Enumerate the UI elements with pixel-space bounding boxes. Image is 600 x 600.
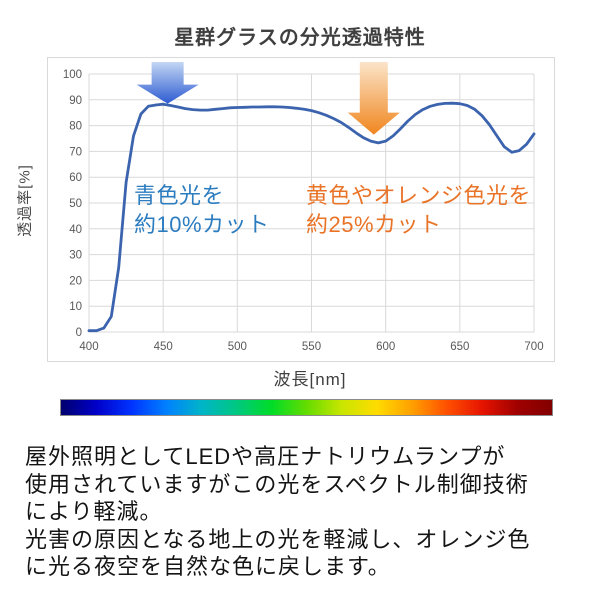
description-line: 光害の原因となる地上の光を軽減し、オレンジ色 [25,526,531,552]
description-line: により軽減。 [25,499,163,524]
description-line: 屋外照明としてLEDや高圧ナトリウムランプが [25,444,506,469]
description-line: に光る夜空を自然な色に戻します。 [25,554,391,579]
svg-text:400: 400 [79,341,98,353]
svg-text:500: 500 [228,341,247,353]
description-text: 屋外照明としてLEDや高圧ナトリウムランプが 使用されていますがこの光をスペクトル… [25,443,585,581]
annotation-line: 約25%カット [306,212,442,237]
svg-text:100: 100 [63,69,82,81]
transmittance-line-chart: 0 10 20 30 40 50 60 70 80 90 100 400 450 500 550 600 650… [63,62,544,353]
x-axis-title: 波長[nm] [273,370,347,389]
annotation-line: 黄色やオレンジ色光を [306,183,532,208]
visible-spectrum-bar [60,399,553,416]
description-line: 使用されていますがこの光をスペクトル制御技術 [25,471,529,497]
svg-text:20: 20 [69,275,82,287]
line-chart-area: 0 10 20 30 40 50 60 70 80 90 100 400 450 500 550 600 650… [47,57,555,362]
svg-text:80: 80 [69,121,82,133]
annotation-line: 約10%カット [134,212,270,237]
svg-text:40: 40 [69,224,82,236]
svg-text:70: 70 [69,146,82,158]
svg-text:30: 30 [69,250,82,262]
svg-text:50: 50 [69,198,82,210]
annotation-line: 青色光を [134,183,225,208]
svg-text:90: 90 [69,95,82,107]
svg-text:0: 0 [76,327,82,339]
blue-cut-arrow-icon [136,62,199,104]
svg-text:600: 600 [376,341,395,353]
transmittance-curve [87,101,536,333]
svg-text:650: 650 [450,341,469,353]
annotation-blue-light-cut: 青色光を 約10%カット [134,181,270,239]
y-axis-title: 透過率[%] [16,164,34,237]
svg-text:450: 450 [154,341,173,353]
svg-text:60: 60 [69,172,82,184]
svg-text:700: 700 [524,341,543,353]
annotation-orange-light-cut: 黄色やオレンジ色光を 約25%カット [306,181,531,239]
orange-cut-arrow-icon [347,62,400,135]
svg-text:10: 10 [69,301,82,313]
svg-text:550: 550 [302,341,321,353]
chart-title: 星群グラスの分光透過特性 [174,27,426,49]
